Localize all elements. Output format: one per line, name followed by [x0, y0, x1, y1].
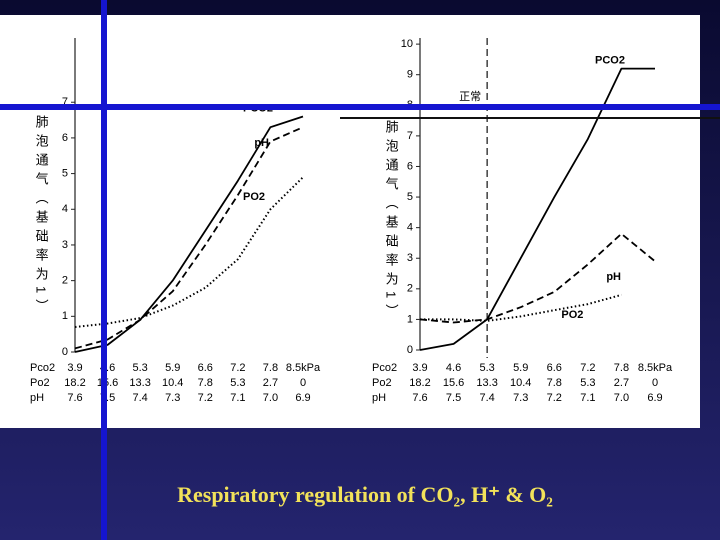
- y-tick-label: 7: [407, 130, 413, 142]
- y-tick-label: 9: [407, 69, 413, 81]
- x-tick-label: 5.9: [513, 362, 528, 374]
- y-tick-label: 2: [62, 275, 68, 287]
- y-tick-label: 7: [62, 96, 68, 108]
- x-row-label: 0: [652, 377, 658, 389]
- series-line: [419, 67, 655, 351]
- y-tick-label: 5: [62, 167, 68, 179]
- x-row-label: 7.3: [513, 392, 528, 404]
- x-row-label: 7.8: [198, 377, 213, 389]
- x-tick-label: 8.5kPa: [638, 362, 673, 374]
- x-row-label: 7.3: [165, 392, 180, 404]
- x-row-name: Po2: [30, 377, 50, 389]
- x-tick-label: 8.5kPa: [286, 362, 321, 374]
- x-row-label: 7.4: [132, 392, 147, 404]
- x-row-label: 7.2: [547, 392, 562, 404]
- y-tick-label: 0: [62, 346, 68, 358]
- x-row-label: 5.3: [580, 377, 595, 389]
- figure-panel: [0, 15, 700, 428]
- x-row-label: 13.3: [129, 377, 150, 389]
- x-row-label: 7.6: [67, 392, 82, 404]
- y-tick-label: 6: [62, 132, 68, 144]
- slide-title: Respiratory regulation of CO₂, H⁺ & O₂: [177, 482, 553, 507]
- x-tick-label: 7.8: [614, 362, 629, 374]
- x-row-label: 2.7: [263, 377, 278, 389]
- series-label: pH: [254, 137, 269, 149]
- x-row-label: 6.9: [295, 392, 310, 404]
- x-tick-label: 4.6: [446, 362, 461, 374]
- x-row-label: 13.3: [476, 377, 497, 389]
- x-row-label: 7.2: [198, 392, 213, 404]
- x-row-name: Pco2: [372, 362, 397, 374]
- vertical-rule: [101, 0, 107, 540]
- y-tick-label: 10: [401, 38, 413, 50]
- x-row-label: 6.9: [647, 392, 662, 404]
- normal-marker-label: 正常: [459, 90, 481, 103]
- x-row-label: 7.5: [446, 392, 461, 404]
- y-tick-label: 4: [407, 222, 413, 234]
- x-row-label: 7.0: [263, 392, 278, 404]
- x-row-label: 10.4: [162, 377, 183, 389]
- x-tick-label: 5.3: [132, 362, 147, 374]
- series-line: [420, 293, 622, 322]
- x-tick-label: 3.9: [412, 362, 427, 374]
- x-row-label: 5.3: [230, 377, 245, 389]
- x-row-label: 0: [300, 377, 306, 389]
- x-row-label: 7.1: [580, 392, 595, 404]
- series-line: [74, 126, 304, 350]
- x-row-label: 7.0: [614, 392, 629, 404]
- x-row-label: 7.1: [230, 392, 245, 404]
- x-row-name: pH: [30, 392, 44, 404]
- x-row-label: 7.4: [479, 392, 494, 404]
- series-label: PO2: [561, 309, 583, 321]
- x-row-label: 18.2: [64, 377, 85, 389]
- series-label: PO2: [243, 191, 265, 203]
- x-row-label: 15.6: [97, 377, 118, 389]
- x-row-label: 7.8: [547, 377, 562, 389]
- x-tick-label: 5.9: [165, 362, 180, 374]
- x-tick-label: 7.8: [263, 362, 278, 374]
- x-row-label: 2.7: [614, 377, 629, 389]
- y-tick-label: 5: [407, 191, 413, 203]
- x-row-label: 10.4: [510, 377, 531, 389]
- x-tick-label: 7.2: [580, 362, 595, 374]
- y-tick-label: 3: [407, 252, 413, 264]
- series-label: PCO2: [595, 54, 625, 66]
- x-row-label: 7.6: [412, 392, 427, 404]
- y-tick-label: 4: [62, 203, 68, 215]
- x-row-label: 18.2: [409, 377, 430, 389]
- x-row-name: pH: [372, 392, 386, 404]
- x-tick-label: 3.9: [67, 362, 82, 374]
- y-axis-label: 肺泡通气（基础率为1）: [34, 115, 49, 318]
- x-row-label: 15.6: [443, 377, 464, 389]
- y-tick-label: 2: [407, 283, 413, 295]
- series-line: [419, 232, 656, 324]
- series-label: pH: [606, 271, 621, 283]
- y-tick-label: 1: [62, 310, 68, 322]
- x-tick-label: 6.6: [547, 362, 562, 374]
- x-tick-label: 6.6: [198, 362, 213, 374]
- horizontal-rule: [0, 104, 720, 110]
- y-tick-label: 3: [62, 239, 68, 251]
- y-tick-label: 6: [407, 160, 413, 172]
- x-row-name: Pco2: [30, 362, 55, 374]
- series-line: [74, 115, 304, 353]
- x-tick-label: 5.3: [479, 362, 494, 374]
- x-row-name: Po2: [372, 377, 392, 389]
- y-tick-label: 1: [407, 313, 413, 325]
- y-axis-label: 肺泡通气（基础率为1）: [384, 120, 399, 323]
- x-tick-label: 7.2: [230, 362, 245, 374]
- y-tick-label: 0: [407, 344, 413, 356]
